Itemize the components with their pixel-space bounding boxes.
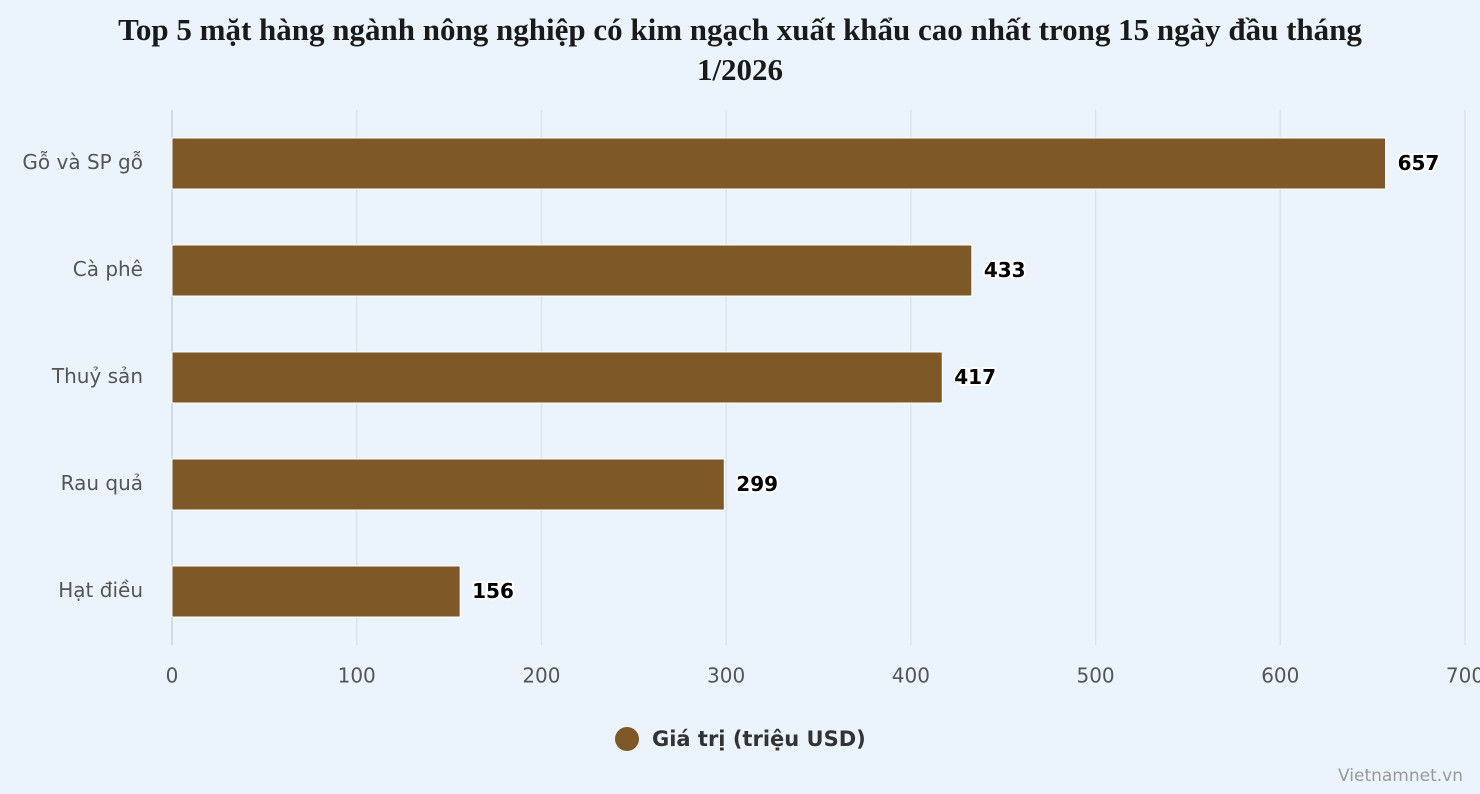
y-tick-label: Cà phê <box>73 257 143 281</box>
y-tick-label: Gỗ và SP gỗ <box>22 150 143 174</box>
y-tick-label: Hạt điều <box>58 578 143 602</box>
y-tick-label: Thuỷ sản <box>51 364 143 388</box>
credit: Vietnamnet.vn <box>1338 766 1463 786</box>
data-label: 156 <box>472 579 514 603</box>
x-tick-label: 700 <box>1446 664 1480 688</box>
data-label: 657 <box>1398 151 1440 175</box>
x-tick-label: 300 <box>707 664 745 688</box>
data-label: 417 <box>954 365 996 389</box>
x-tick-label: 600 <box>1261 664 1299 688</box>
chart-title: Top 5 mặt hàng ngành nông nghiệp có kim … <box>118 12 1362 87</box>
x-tick-label: 200 <box>522 664 560 688</box>
bar <box>171 137 1387 190</box>
legend-label: Giá trị (triệu USD) <box>652 727 866 751</box>
data-label: 433 <box>984 258 1026 282</box>
x-tick-label: 500 <box>1076 664 1114 688</box>
x-tick-label: 100 <box>338 664 376 688</box>
x-tick-label: 400 <box>892 664 930 688</box>
bar <box>171 458 725 511</box>
bar <box>171 244 973 297</box>
bar <box>171 351 943 404</box>
y-tick-label: Rau quả <box>61 471 143 495</box>
x-tick-label: 0 <box>166 664 179 688</box>
legend-marker <box>615 727 639 751</box>
bar <box>171 565 461 618</box>
data-label: 299 <box>736 472 778 496</box>
